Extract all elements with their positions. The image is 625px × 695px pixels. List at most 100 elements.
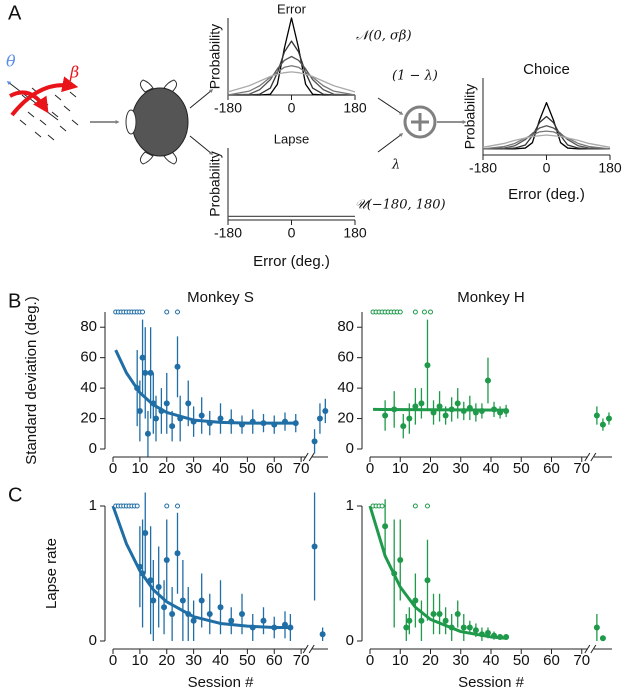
x-axis-label: Error (deg.) xyxy=(253,253,330,270)
data-point xyxy=(491,406,498,413)
data-point xyxy=(478,407,485,414)
data-point xyxy=(484,629,491,636)
x-tick-label: 0 xyxy=(543,160,551,176)
x-tick-label: 30 xyxy=(452,460,469,477)
x-tick-label: 10 xyxy=(392,652,409,669)
data-point xyxy=(147,577,154,584)
x-tick-label: 0 xyxy=(366,652,374,669)
data-point xyxy=(249,418,256,425)
data-point xyxy=(144,430,151,437)
curve xyxy=(483,115,610,150)
chart-title: Error xyxy=(277,1,307,16)
data-point xyxy=(158,407,165,414)
weight-label: λ xyxy=(391,158,400,173)
x-tick-label: 20 xyxy=(422,460,439,477)
ceiling-point xyxy=(175,309,180,315)
data-point xyxy=(282,418,288,425)
data-point xyxy=(403,624,410,631)
data-point xyxy=(448,624,455,631)
data-point xyxy=(174,363,181,370)
curve xyxy=(483,101,610,150)
y-tick-label: 0 xyxy=(346,440,354,457)
fit-curve xyxy=(368,505,507,640)
data-point xyxy=(271,421,278,428)
x-tick-label: -180 xyxy=(214,225,242,241)
y-tick-label: 0 xyxy=(346,632,354,649)
x-tick-label: 70 xyxy=(293,460,310,477)
data-point xyxy=(436,403,443,410)
curve xyxy=(482,125,611,150)
data-point xyxy=(484,377,491,384)
x-axis-label: Session # xyxy=(458,674,525,691)
curve xyxy=(227,71,356,93)
curve xyxy=(227,65,356,96)
x-tick-label: 0 xyxy=(288,100,296,116)
data-point xyxy=(391,570,398,577)
axis-break xyxy=(308,644,315,654)
data-point xyxy=(217,415,224,422)
data-point xyxy=(139,354,146,361)
stimulus xyxy=(6,76,79,141)
y-tick-label: 0 xyxy=(89,440,97,457)
ceiling-point xyxy=(134,503,140,509)
x-tick-label: 180 xyxy=(598,160,622,176)
data-point xyxy=(185,611,192,617)
data-point xyxy=(424,577,431,584)
data-point xyxy=(147,369,154,376)
y-tick-label: 20 xyxy=(337,410,354,427)
data-point xyxy=(491,632,498,639)
data-point xyxy=(430,611,437,617)
data-point xyxy=(271,624,278,631)
data-point xyxy=(150,597,157,604)
data-point xyxy=(319,631,326,638)
ceiling-point xyxy=(424,503,430,509)
x-tick-label: -180 xyxy=(214,100,242,116)
data-point xyxy=(418,617,425,624)
data-point xyxy=(382,523,389,530)
fit-curve xyxy=(111,505,294,629)
data-point xyxy=(185,400,192,407)
x-tick-label: 50 xyxy=(239,460,256,477)
data-point xyxy=(228,418,235,425)
data-point xyxy=(260,617,267,624)
ceiling-point xyxy=(164,503,170,509)
y-tick-label: 40 xyxy=(337,379,354,396)
data-point xyxy=(153,415,159,422)
curve xyxy=(482,134,611,148)
data-point xyxy=(169,611,176,617)
x-axis-label: Session # xyxy=(188,674,255,691)
y-tick-label: 0 xyxy=(89,632,97,649)
data-point xyxy=(406,415,413,422)
x-tick-label: 60 xyxy=(543,460,560,477)
data-point xyxy=(142,530,149,536)
data-point xyxy=(442,617,449,624)
chart-title: Monkey H xyxy=(457,289,525,306)
data-point xyxy=(412,597,419,604)
data-point xyxy=(418,400,425,407)
x-tick-label: 30 xyxy=(185,460,202,477)
curve xyxy=(228,17,355,96)
curve xyxy=(482,130,611,150)
ceiling-point xyxy=(428,309,433,315)
x-tick-label: 10 xyxy=(132,652,149,669)
y-axis-label: Probability xyxy=(462,84,478,149)
data-point xyxy=(161,604,168,611)
data-point xyxy=(406,617,413,624)
x-tick-label: 0 xyxy=(109,460,117,477)
panel-label: B xyxy=(8,290,21,312)
x-tick-label: 60 xyxy=(266,460,283,477)
x-tick-label: 0 xyxy=(288,225,296,241)
data-point xyxy=(460,624,467,631)
y-axis-label: Standard deviation (deg.) xyxy=(23,296,40,464)
monkey xyxy=(125,79,189,165)
data-point xyxy=(497,633,504,640)
data-point xyxy=(599,635,606,642)
sum-node xyxy=(403,105,437,139)
data-point xyxy=(177,415,184,422)
x-tick-label: 40 xyxy=(483,652,500,669)
data-point xyxy=(292,420,299,427)
data-point xyxy=(466,624,473,631)
data-point xyxy=(311,543,318,550)
data-point xyxy=(163,400,170,407)
chart-title: Lapse xyxy=(274,131,309,146)
